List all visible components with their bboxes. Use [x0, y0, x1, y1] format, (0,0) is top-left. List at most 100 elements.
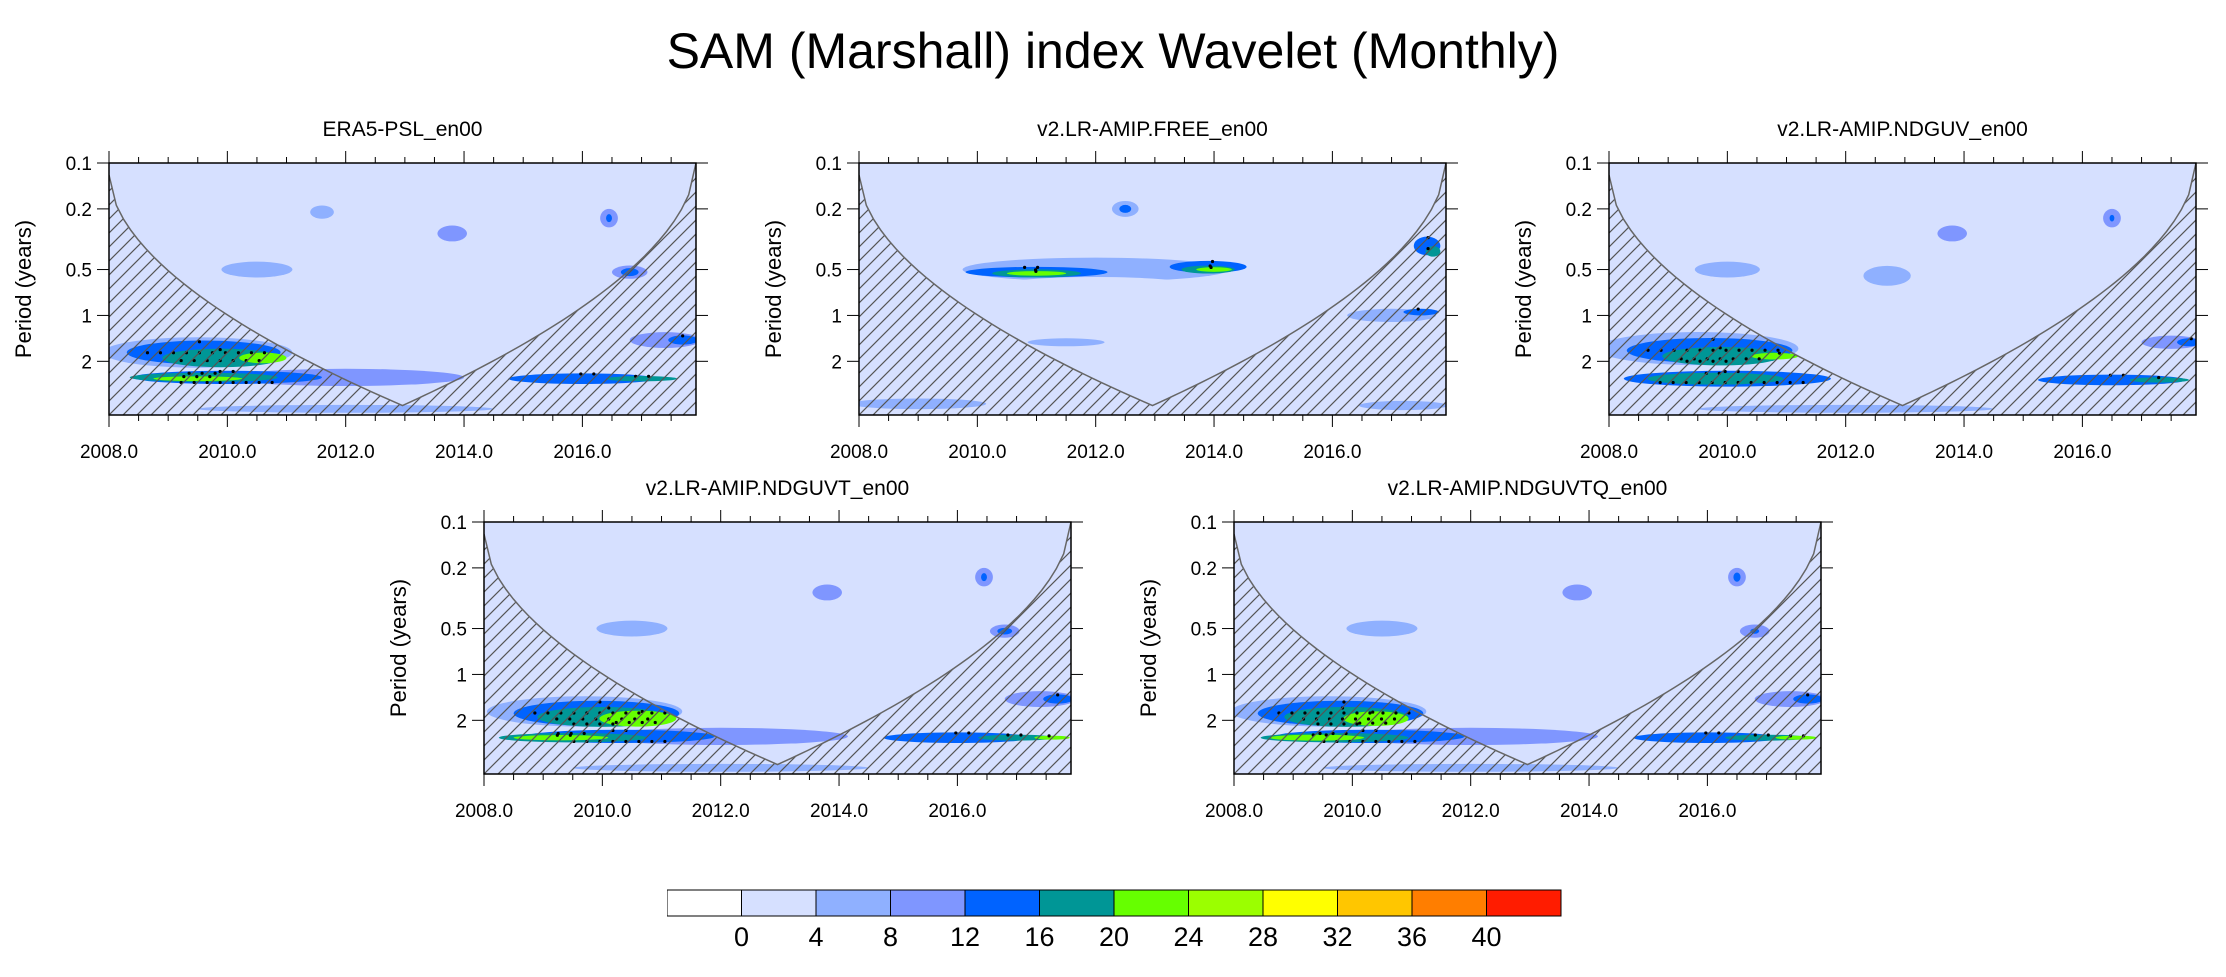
contour-field: [859, 163, 1446, 415]
colorbar-label: 28: [1248, 922, 1278, 952]
contour-region: [2109, 214, 2115, 222]
plot-frame: [483, 521, 1072, 775]
plot-frame: [108, 162, 697, 416]
significance-dot: [1034, 269, 1038, 273]
contour-region: [1562, 584, 1592, 601]
y-axis-label: Period (years): [386, 579, 411, 717]
colorbar-swatch: [1262, 889, 1338, 917]
x-tick-label: 2012.0: [1442, 801, 1500, 822]
y-tick-label: 0.2: [816, 200, 842, 221]
significance-dot: [1023, 265, 1027, 269]
cone-of-influence-hatch: [109, 163, 696, 415]
contour-field: [1609, 163, 2196, 415]
plot-frame: [1608, 162, 2197, 416]
contour-region: [221, 261, 293, 278]
x-tick-label: 2010.0: [1698, 442, 1756, 463]
figure-title: SAM (Marshall) index Wavelet (Monthly): [666, 23, 1560, 79]
colorbar-label: 40: [1471, 922, 1501, 952]
wavelet-plot-free: 2008.0 2010.0 2012.0 2014.0 2016.0 0.1 0.2 0.5 1…: [761, 151, 1458, 463]
colorbar-label: 4: [808, 922, 823, 952]
x-tick-label: 2016.0: [1678, 801, 1736, 822]
panel-title: v2.LR-AMIP.NDGUVTQ_en00: [1387, 477, 1668, 500]
contour-region: [606, 214, 612, 223]
colorbar-swatch: [1486, 889, 1562, 917]
colorbar-label: 24: [1173, 922, 1203, 952]
x-tick-label: 2010.0: [1323, 801, 1381, 822]
contour-region: [310, 195, 382, 229]
wavelet-plot-ndguvt: 2008.0 2010.0 2012.0 2014.0 2016.0 0.1 0.2 0.5 1…: [386, 510, 1083, 822]
contour-region: [1346, 611, 1595, 659]
contour-region: [685, 554, 757, 588]
contour-region: [992, 276, 1200, 297]
x-tick-label: 2016.0: [2053, 442, 2111, 463]
cone-of-influence-line: [484, 522, 1071, 766]
significance-dot: [1209, 265, 1213, 270]
colorbar-label: 20: [1099, 922, 1129, 952]
contour-region: [437, 225, 467, 242]
wavelet-plot-ndguv: 2008.0 2010.0 2012.0 2014.0 2016.0 0.1 0.2 0.5 1…: [1511, 151, 2208, 463]
contour-region: [1721, 252, 1970, 300]
contour-region: [1435, 554, 1507, 588]
contour-region: [1119, 204, 1132, 213]
y-axis-label: Period (years): [11, 220, 36, 358]
contour-region: [1346, 620, 1418, 637]
contour-region: [1937, 225, 1967, 242]
contour-field: [484, 522, 1071, 774]
significance-dot: [1036, 265, 1040, 269]
y-tick-label: 2: [1581, 352, 1592, 373]
wavelet-panel-ndguv: v2.LR-AMIP.NDGUV_en00 2008.0 2010.0 2012.0…: [1500, 118, 2208, 463]
y-tick-label: 0.1: [441, 513, 467, 534]
x-tick-label: 2016.0: [928, 801, 986, 822]
y-tick-label: 0.1: [66, 154, 92, 175]
wavelet-panel-free: v2.LR-AMIP.FREE_en00 2008.0 2010.0 2012.0 2…: [750, 118, 1458, 463]
y-tick-label: 2: [81, 352, 92, 373]
cone-of-influence-line: [1234, 522, 1821, 766]
x-tick-label: 2014.0: [1560, 801, 1618, 822]
y-tick-label: 1: [1581, 306, 1592, 327]
x-tick-label: 2012.0: [1817, 442, 1875, 463]
colorbar-label: 12: [950, 922, 980, 952]
y-tick-label: 0.1: [816, 154, 842, 175]
wavelet-panel-ndguvtq: v2.LR-AMIP.NDGUVTQ_en00 2008.0 2010.0 2012…: [1125, 477, 1833, 822]
contour-region: [1733, 572, 1741, 582]
y-tick-label: 2: [831, 352, 842, 373]
colorbar-swatch: [964, 889, 1040, 917]
contour-region: [981, 573, 987, 582]
wavelet-plot-era5: 2008.0 2010.0 2012.0 2014.0 2016.0 0.1 0.2 0.5 1…: [11, 151, 708, 463]
y-tick-label: 0.5: [1566, 261, 1592, 282]
y-axis-label: Period (years): [1511, 220, 1536, 358]
colorbar-label: 36: [1397, 922, 1427, 952]
x-tick-label: 2016.0: [1303, 442, 1361, 463]
colorbar-swatch: [741, 889, 817, 917]
x-tick-label: 2010.0: [573, 801, 631, 822]
contour-region: [1196, 267, 1232, 272]
colorbar-swatch: [815, 889, 891, 917]
contour-region: [1694, 261, 1760, 278]
contour-region: [812, 584, 842, 601]
y-tick-label: 0.2: [66, 200, 92, 221]
significance-dot: [1210, 259, 1215, 264]
colorbar-label: 0: [734, 922, 749, 952]
x-tick-label: 2016.0: [553, 442, 611, 463]
y-axis-label: Period (years): [761, 220, 786, 358]
y-tick-label: 1: [81, 306, 92, 327]
y-tick-label: 0.5: [1191, 620, 1217, 641]
y-tick-label: 0.1: [1566, 154, 1592, 175]
x-tick-label: 2012.0: [317, 442, 375, 463]
x-tick-label: 2008.0: [1205, 801, 1263, 822]
panel-title: v2.LR-AMIP.NDGUVT_en00: [645, 477, 910, 500]
cone-of-influence-hatch: [1609, 163, 2196, 415]
x-tick-label: 2008.0: [830, 442, 888, 463]
colorbar-label: 8: [883, 922, 898, 952]
y-tick-label: 1: [831, 306, 842, 327]
wavelet-panel-era5: ERA5-PSL_en00 2008.0 2010.0 2012.0 2014.0 20…: [0, 118, 708, 463]
contour-region: [1027, 338, 1105, 347]
contour-region: [596, 620, 668, 637]
y-tick-label: 0.5: [816, 261, 842, 282]
x-tick-label: 2012.0: [1067, 442, 1125, 463]
cone-of-influence-line: [1609, 163, 2196, 407]
x-tick-label: 2014.0: [1185, 442, 1243, 463]
x-tick-label: 2012.0: [692, 801, 750, 822]
colorbar-swatch: [1113, 889, 1189, 917]
contour-region: [1006, 271, 1067, 276]
